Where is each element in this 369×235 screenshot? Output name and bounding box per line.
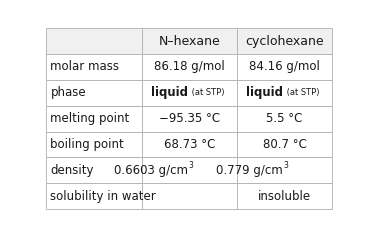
Bar: [237, 183, 332, 209]
Bar: [237, 132, 332, 157]
Bar: [46, 183, 142, 209]
Bar: [46, 54, 142, 80]
Bar: [237, 54, 332, 80]
Bar: [46, 132, 142, 157]
Text: melting point: melting point: [51, 112, 130, 125]
Text: 3: 3: [283, 161, 288, 170]
Bar: [142, 80, 237, 106]
Text: (at STP): (at STP): [189, 88, 224, 97]
Bar: [142, 183, 237, 209]
Bar: [142, 54, 237, 80]
Text: boiling point: boiling point: [51, 138, 124, 151]
Bar: [142, 132, 237, 157]
Text: −95.35 °C: −95.35 °C: [159, 112, 220, 125]
Bar: [46, 80, 142, 106]
Bar: [142, 28, 237, 54]
Text: insoluble: insoluble: [258, 190, 311, 203]
Bar: [46, 28, 142, 54]
Bar: [46, 106, 142, 132]
Text: 0.779 g/cm: 0.779 g/cm: [217, 164, 283, 177]
Text: density: density: [51, 164, 94, 177]
Text: phase: phase: [51, 86, 86, 99]
Text: 5.5 °C: 5.5 °C: [266, 112, 303, 125]
Text: molar mass: molar mass: [51, 60, 120, 74]
Bar: [237, 28, 332, 54]
Bar: [142, 157, 237, 183]
Text: 86.18 g/mol: 86.18 g/mol: [154, 60, 225, 74]
Text: 80.7 °C: 80.7 °C: [263, 138, 307, 151]
Text: solubility in water: solubility in water: [51, 190, 156, 203]
Text: 68.73 °C: 68.73 °C: [164, 138, 215, 151]
Bar: [46, 157, 142, 183]
Text: 0.6603 g/cm: 0.6603 g/cm: [114, 164, 188, 177]
Text: liquid: liquid: [246, 86, 283, 99]
Text: 3: 3: [189, 161, 193, 170]
Bar: [237, 106, 332, 132]
Text: N–hexane: N–hexane: [159, 35, 220, 48]
Bar: [237, 157, 332, 183]
Text: liquid: liquid: [151, 86, 188, 99]
Bar: [237, 80, 332, 106]
Text: (at STP): (at STP): [284, 88, 319, 97]
Bar: [142, 106, 237, 132]
Text: 84.16 g/mol: 84.16 g/mol: [249, 60, 320, 74]
Text: cyclohexane: cyclohexane: [245, 35, 324, 48]
